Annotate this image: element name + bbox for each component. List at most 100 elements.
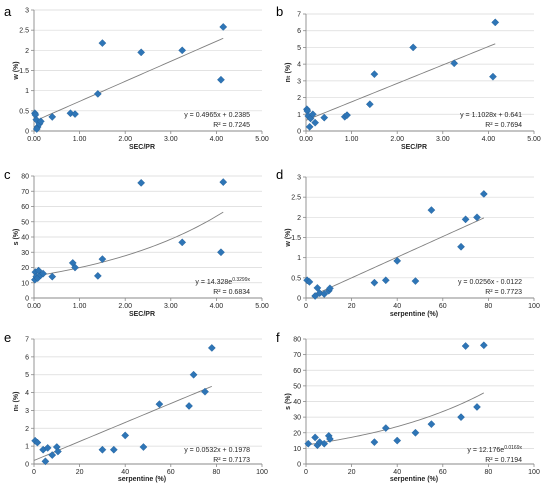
x-tick-label: 2.00 — [118, 303, 132, 310]
y-tick-label: 2 — [297, 95, 301, 102]
y-tick-label: 1 — [297, 112, 301, 119]
data-point — [326, 435, 334, 443]
data-point — [93, 90, 102, 98]
data-point — [313, 284, 322, 292]
x-axis-label: serpentine (%) — [390, 476, 438, 483]
panel-label: d — [276, 167, 283, 182]
y-tick-label: 2.5 — [291, 195, 301, 202]
data-point — [304, 439, 313, 448]
x-tick-label: 100 — [528, 469, 540, 476]
data-point — [461, 215, 470, 224]
y-tick-label: 2 — [297, 215, 301, 222]
x-axis-label: SEC/PR — [401, 144, 427, 151]
x-tick-label: 60 — [439, 469, 447, 476]
data-point — [343, 111, 351, 120]
data-point — [98, 445, 107, 454]
data-point — [491, 18, 500, 27]
x-tick-label: 1.00 — [73, 136, 87, 143]
r-squared: R² = 0.7723 — [485, 289, 522, 296]
x-tick-label: 80 — [213, 469, 221, 476]
data-point — [178, 238, 187, 247]
data-point — [393, 257, 402, 265]
data-point — [473, 213, 481, 222]
data-point — [33, 438, 42, 447]
data-point — [381, 276, 390, 285]
y-tick-label: 5 — [297, 45, 301, 52]
r-squared: R² = 0.7245 — [213, 122, 250, 129]
data-point — [137, 48, 146, 57]
y-tick-label: 50 — [293, 383, 301, 390]
trend-line — [305, 43, 496, 121]
y-tick-label: 2 — [25, 426, 29, 433]
data-point — [71, 110, 79, 118]
y-tick-label: 60 — [21, 204, 29, 211]
data-point — [98, 255, 107, 263]
data-point — [121, 431, 130, 440]
y-tick-label: 80 — [21, 174, 29, 181]
data-point — [98, 39, 107, 47]
data-point — [217, 75, 225, 84]
r-squared: R² = 0.7694 — [485, 122, 522, 129]
x-tick-label: 5.00 — [527, 136, 541, 143]
data-point — [427, 206, 436, 214]
x-tick-label: 100 — [256, 469, 268, 476]
data-point — [320, 290, 329, 298]
x-tick-label: 3.00 — [436, 136, 450, 143]
x-tick-label: 80 — [485, 469, 493, 476]
trend-equation: y = 0.0256x - 0.0122 — [458, 279, 522, 286]
y-tick-label: 1.5 — [291, 235, 301, 242]
data-point — [305, 122, 314, 131]
x-tick-label: 0 — [32, 469, 36, 476]
y-axis-label: s (%) — [13, 229, 20, 246]
data-point — [479, 190, 488, 198]
x-tick-label: 1.00 — [345, 136, 359, 143]
x-tick-label: 0.00 — [299, 136, 313, 143]
x-tick-label: 4.00 — [210, 303, 224, 310]
y-tick-label: 3 — [25, 408, 29, 415]
scatter-panel-a: 0 0.5 1 1.5 2 2.5 3 0.00 1.00 2.00 3.00 4.00 5.00 a SE… — [4, 4, 269, 151]
x-tick-label: 4.00 — [210, 136, 224, 143]
data-point — [311, 118, 320, 127]
y-tick-label: 0 — [297, 462, 301, 469]
y-tick-label: 1.5 — [19, 68, 29, 75]
trend-line — [33, 385, 213, 461]
y-tick-label: 1 — [297, 255, 301, 262]
y-tick-label: 70 — [21, 189, 29, 196]
y-axis-label: w (%) — [13, 61, 20, 80]
data-point — [365, 100, 374, 109]
y-tick-label: 30 — [21, 250, 29, 257]
y-tick-label: 3 — [297, 175, 301, 182]
scatter-panel-e: 0 1 2 3 4 5 6 7 0 20 40 60 80 100 e serpentine (%) nₜ (%… — [4, 330, 268, 483]
r-squared: R² = 0.6834 — [213, 289, 250, 296]
trend-equation: y = 14.328e0.3299x — [195, 277, 250, 286]
trend-line — [305, 392, 485, 446]
y-tick-label: 0 — [25, 462, 29, 469]
x-tick-label: 5.00 — [255, 303, 269, 310]
y-tick-label: 1 — [25, 88, 29, 95]
data-point — [305, 277, 314, 286]
data-point — [311, 433, 320, 442]
data-point — [36, 117, 45, 126]
data-point — [217, 248, 225, 257]
data-point — [41, 457, 50, 466]
data-point — [139, 443, 148, 451]
y-axis-label: w (%) — [285, 228, 292, 247]
x-axis-label: serpentine (%) — [118, 476, 166, 483]
panel-label: f — [276, 330, 280, 345]
data-point — [48, 113, 57, 121]
data-point — [219, 23, 228, 31]
x-tick-label: 0.00 — [27, 303, 41, 310]
y-tick-label: 0 — [25, 129, 29, 136]
x-tick-label: 40 — [393, 303, 401, 310]
x-tick-label: 20 — [348, 469, 356, 476]
y-tick-label: 2 — [25, 48, 29, 55]
trend-equation: y = 0.0532x + 0.1978 — [184, 447, 250, 454]
y-axis-label: s (%) — [285, 393, 292, 410]
scatter-panel-b: 0 1 2 3 4 5 6 7 0.00 1.00 2.00 3.00 4.00 5.00 b SEC/PR n… — [276, 4, 541, 151]
scatter-panel-d: 0 0.5 1 1.5 2 2.5 3 0 20 40 60 80 100 d serpentine (%)… — [276, 167, 540, 318]
data-point — [54, 447, 62, 456]
data-point — [71, 263, 79, 272]
x-tick-label: 5.00 — [255, 136, 269, 143]
y-tick-label: 50 — [21, 219, 29, 226]
